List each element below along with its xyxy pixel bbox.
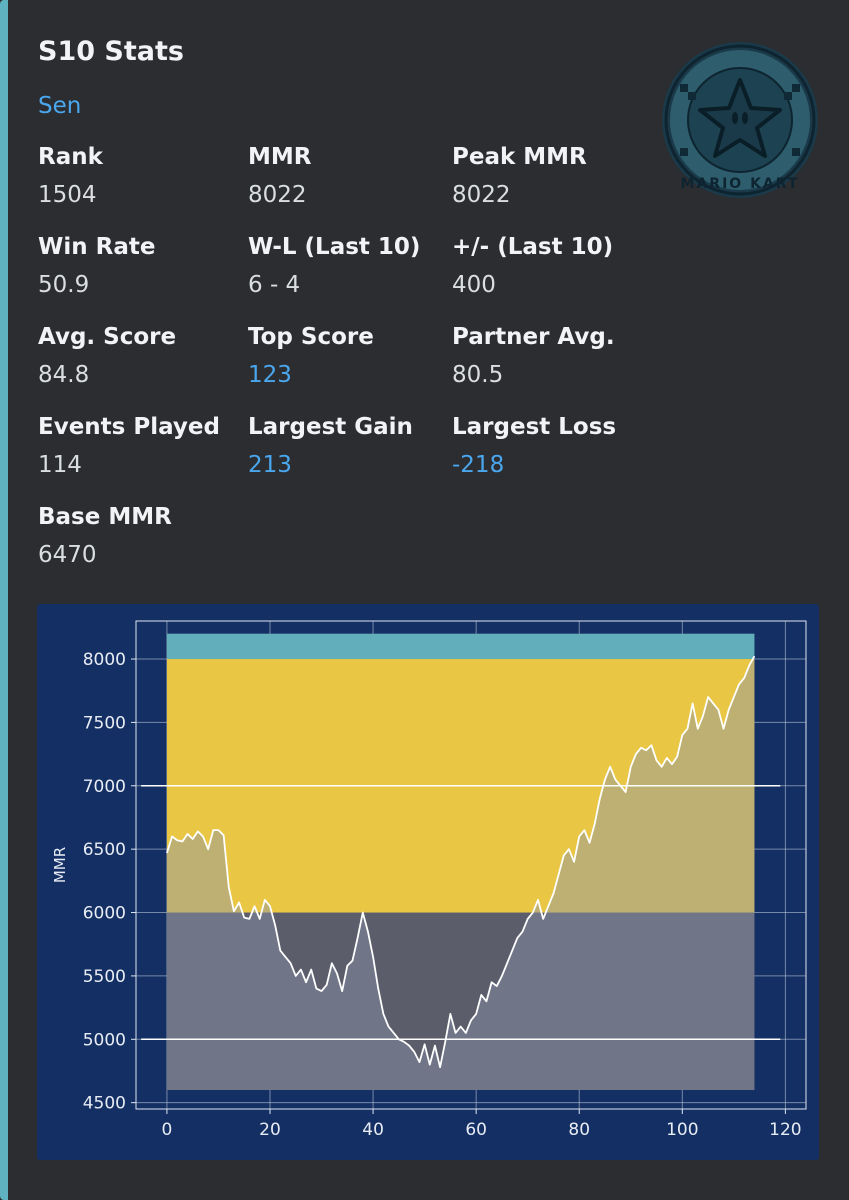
embed-title: S10 Stats: [38, 36, 184, 67]
embed-accent-bar: [0, 0, 8, 1200]
x-tick-label: 80: [568, 1120, 590, 1140]
y-axis-label: MMR: [51, 847, 69, 883]
rank-band: [166, 633, 755, 660]
field-value: 50.9: [38, 272, 90, 298]
field-base-mmr: Base MMR 6470: [38, 502, 268, 570]
x-tick-label: 100: [666, 1120, 698, 1140]
field-label: MMR: [248, 144, 312, 170]
field-value: 400: [452, 272, 496, 298]
field-value: 6470: [38, 542, 97, 568]
field-mmr: MMR 8022: [248, 142, 478, 210]
field-value: 8022: [452, 182, 511, 208]
field-label: +/- (Last 10): [452, 234, 614, 260]
y-tick-label: 5000: [83, 1030, 126, 1050]
x-tick-label: 20: [259, 1120, 281, 1140]
field-value[interactable]: -218: [452, 452, 505, 478]
field-value[interactable]: 213: [248, 452, 292, 478]
mario-kart-star-emblem-icon: MARIO KART: [662, 42, 818, 198]
x-tick-label: 120: [769, 1120, 801, 1140]
field-value: 80.5: [452, 362, 504, 388]
y-tick-label: 7000: [83, 777, 126, 797]
plot-area-frame: [135, 620, 807, 1110]
field-label: Events Played: [38, 414, 220, 440]
field-last-10: +/- (Last 10) 400: [452, 232, 682, 300]
rank-band: [166, 912, 755, 1090]
player-name-link[interactable]: Sen: [38, 93, 82, 119]
field-peak-mmr: Peak MMR 8022: [452, 142, 682, 210]
x-tick-label: 60: [465, 1120, 487, 1140]
field-partner-avg: Partner Avg. 80.5: [452, 322, 682, 390]
field-top-score: Top Score 123: [248, 322, 478, 390]
field-largest-gain: Largest Gain 213: [248, 412, 478, 480]
field-label: Rank: [38, 144, 103, 170]
field-label: Peak MMR: [452, 144, 587, 170]
field-value[interactable]: 123: [248, 362, 292, 388]
field-label: Partner Avg.: [452, 324, 615, 350]
field-avg-score: Avg. Score 84.8: [38, 322, 268, 390]
x-tick-label: 40: [362, 1120, 384, 1140]
field-label: Avg. Score: [38, 324, 177, 350]
x-tick-label: 0: [162, 1120, 173, 1140]
y-tick-label: 8000: [83, 650, 126, 670]
mmr-chart-svg: 0 20 40 60 80 100 120 4500 5000 5500 6000 6500 7000 7…: [51, 620, 807, 1140]
field-label: W-L (Last 10): [248, 234, 421, 260]
y-tick-label: 6000: [83, 904, 126, 924]
field-value: 114: [38, 452, 82, 478]
y-tick-label: 6500: [83, 840, 126, 860]
field-label: Largest Gain: [248, 414, 413, 440]
field-value: 1504: [38, 182, 97, 208]
y-tick-label: 7500: [83, 713, 126, 733]
field-events-played: Events Played 114: [38, 412, 268, 480]
field-largest-loss: Largest Loss -218: [452, 412, 682, 480]
field-label: Top Score: [248, 324, 374, 350]
field-value: 8022: [248, 182, 307, 208]
field-label: Largest Loss: [452, 414, 617, 440]
mmr-history-chart: 0 20 40 60 80 100 120 4500 5000 5500 6000 6500 7000 7…: [37, 604, 819, 1160]
y-tick-label: 4500: [83, 1094, 126, 1114]
field-value: 6 - 4: [248, 272, 301, 298]
field-w-l-last-10: W-L (Last 10) 6 - 4: [248, 232, 478, 300]
mmr-series-line: [166, 655, 756, 1069]
field-rank: Rank 1504: [38, 142, 268, 210]
field-label: Win Rate: [38, 234, 156, 260]
svg-text:MARIO KART: MARIO KART: [681, 176, 800, 192]
y-tick-label: 5500: [83, 967, 126, 987]
field-value: 84.8: [38, 362, 90, 388]
field-label: Base MMR: [38, 504, 172, 530]
field-win-rate: Win Rate 50.9: [38, 232, 268, 300]
